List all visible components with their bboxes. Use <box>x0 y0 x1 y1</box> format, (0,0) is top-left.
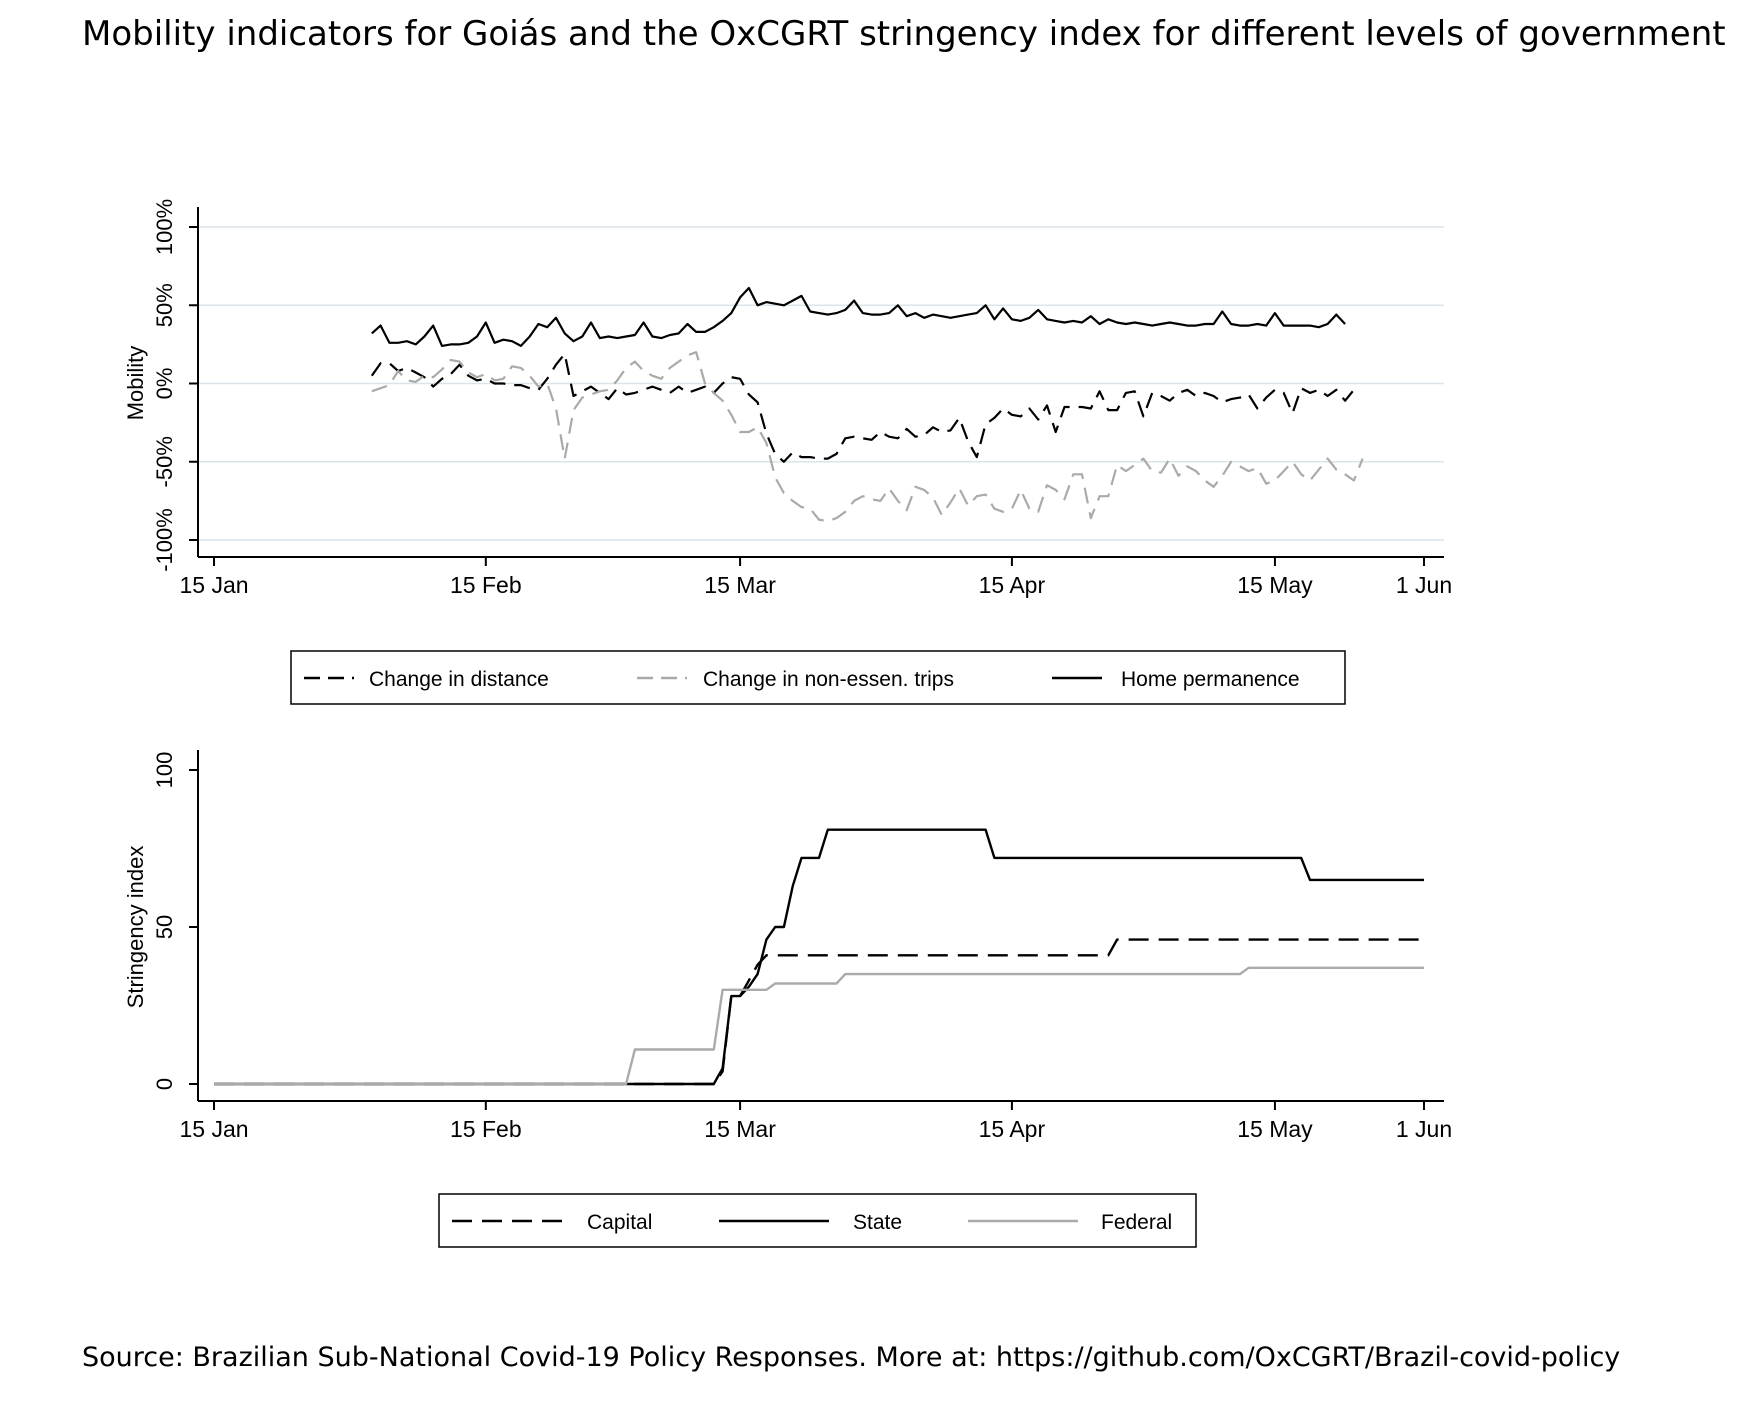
mobility-y-ticks: -100% -50% 0% 50% 100% <box>152 199 198 572</box>
stringency-y-tick-label: 50 <box>152 915 177 939</box>
legend-label-federal: Federal <box>1101 1211 1172 1234</box>
mobility-x-tick-label: 1 Jun <box>1396 572 1452 598</box>
legend-label-home-permanence: Home permanence <box>1121 668 1300 691</box>
mobility-panel: -100%-50%0%50%100% 15 Jan 15 Feb 15 Mar 15 … <box>123 199 1452 705</box>
stringency-x-tick-label: 15 May <box>1237 1116 1313 1142</box>
stringency-panel: 0 50 100 15 Jan 15 Feb 15 Mar 15 Apr 15 May 1 J… <box>123 750 1452 1248</box>
stringency-y-tick-label: 0 <box>152 1078 177 1090</box>
series-line-capital <box>214 938 1424 1086</box>
stringency-x-ticks: 15 Jan 15 Feb 15 Mar 15 Apr 15 May 1 Jun <box>179 1101 1452 1142</box>
page-title: Mobility indicators for Goiás and the Ox… <box>82 14 1726 54</box>
source-note: Source: Brazilian Sub-National Covid-19 … <box>82 1342 1621 1373</box>
mobility-y-tick-label: -50% <box>152 436 177 487</box>
legend-label-capital: Capital <box>587 1211 652 1234</box>
mobility-y-tick-label: -100% <box>152 508 177 572</box>
series-line-change-in-distance <box>370 352 1355 463</box>
stringency-x-tick-label: 1 Jun <box>1396 1116 1452 1142</box>
stringency-x-tick-label: 15 Apr <box>979 1116 1046 1142</box>
mobility-x-tick-label: 15 Mar <box>704 572 776 598</box>
stringency-x-tick-label: 15 Mar <box>704 1116 776 1142</box>
mobility-x-ticks: 15 Jan 15 Feb 15 Mar 15 Apr 15 May 1 Jun <box>179 557 1452 598</box>
stringency-x-tick-label: 15 Jan <box>179 1116 248 1142</box>
series-line-state <box>214 828 1424 1086</box>
mobility-gridlines <box>199 226 1444 541</box>
mobility-legend-box <box>290 650 1346 705</box>
mobility-x-tick-label: 15 Jan <box>179 572 248 598</box>
mobility-x-tick-label: 15 Apr <box>979 572 1046 598</box>
stringency-series-lines <box>214 828 1424 1086</box>
mobility-series-lines <box>370 286 1364 523</box>
series-line-federal <box>214 966 1424 1086</box>
legend-label-change-in-non-essen-trips: Change in non-essen. trips <box>703 668 954 691</box>
stringency-x-tick-label: 15 Feb <box>450 1116 522 1142</box>
stringency-y-tick-label: 100 <box>152 752 177 789</box>
mobility-legend: Change in distance Change in non-essen. … <box>290 650 1346 705</box>
mobility-y-tick-label: 50% <box>152 283 177 327</box>
mobility-y-tick-label: 0% <box>152 368 177 400</box>
series-line-home-permanence <box>371 286 1346 347</box>
stringency-y-ticks: 0 50 100 <box>152 752 198 1090</box>
mobility-x-tick-label: 15 Feb <box>450 572 522 598</box>
legend-label-change-in-distance: Change in distance <box>369 668 549 691</box>
mobility-y-tick-label: 100% <box>152 199 177 255</box>
stringency-y-axis-title: Stringency index <box>123 846 148 1009</box>
mobility-x-tick-label: 15 May <box>1237 572 1313 598</box>
legend-label-state: State <box>853 1211 902 1234</box>
mobility-y-axis-title: Mobility <box>123 346 148 421</box>
stringency-legend: Capital State Federal <box>438 1193 1197 1248</box>
series-line-change-in-non-essen-trips <box>371 351 1364 523</box>
